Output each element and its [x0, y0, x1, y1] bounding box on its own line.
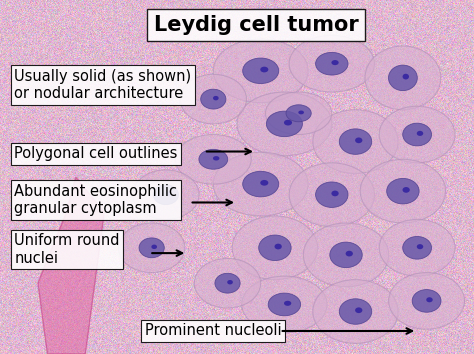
Ellipse shape: [346, 251, 353, 256]
Ellipse shape: [151, 245, 157, 249]
Ellipse shape: [355, 307, 363, 313]
Text: Uniform round
nuclei: Uniform round nuclei: [14, 233, 120, 266]
Ellipse shape: [379, 219, 455, 276]
Ellipse shape: [266, 111, 302, 137]
Ellipse shape: [213, 152, 308, 216]
Ellipse shape: [389, 273, 465, 329]
Ellipse shape: [379, 106, 455, 163]
Ellipse shape: [313, 110, 398, 173]
Ellipse shape: [180, 74, 246, 124]
Ellipse shape: [284, 301, 292, 306]
Ellipse shape: [303, 223, 389, 287]
Ellipse shape: [417, 131, 423, 136]
Ellipse shape: [289, 35, 374, 92]
Ellipse shape: [274, 244, 282, 250]
Ellipse shape: [232, 216, 318, 280]
Ellipse shape: [133, 170, 199, 219]
Ellipse shape: [139, 238, 164, 258]
Ellipse shape: [284, 120, 292, 125]
Ellipse shape: [365, 46, 441, 110]
Ellipse shape: [339, 129, 372, 154]
Ellipse shape: [165, 192, 171, 196]
Ellipse shape: [402, 74, 409, 79]
Ellipse shape: [194, 258, 261, 308]
Ellipse shape: [387, 178, 419, 204]
Ellipse shape: [412, 290, 441, 312]
Ellipse shape: [243, 58, 279, 84]
Ellipse shape: [355, 137, 363, 143]
Ellipse shape: [118, 223, 185, 273]
Ellipse shape: [213, 156, 219, 161]
Ellipse shape: [259, 235, 291, 261]
Polygon shape: [38, 177, 104, 354]
Ellipse shape: [389, 65, 417, 91]
Ellipse shape: [403, 236, 431, 259]
Ellipse shape: [243, 171, 279, 197]
Ellipse shape: [242, 276, 327, 333]
Ellipse shape: [237, 92, 332, 156]
Ellipse shape: [260, 67, 268, 72]
Ellipse shape: [316, 52, 348, 75]
Text: Abundant eosinophilic
granular cytoplasm: Abundant eosinophilic granular cytoplasm: [14, 184, 177, 216]
Ellipse shape: [175, 135, 251, 184]
Ellipse shape: [331, 60, 339, 65]
Ellipse shape: [298, 110, 304, 114]
Ellipse shape: [213, 39, 308, 103]
Ellipse shape: [289, 163, 374, 227]
Ellipse shape: [402, 187, 410, 193]
Ellipse shape: [360, 159, 446, 223]
Text: Prominent nucleoli: Prominent nucleoli: [145, 324, 281, 338]
Ellipse shape: [227, 280, 233, 285]
Ellipse shape: [265, 92, 332, 135]
Ellipse shape: [339, 299, 372, 324]
Ellipse shape: [268, 293, 301, 316]
Ellipse shape: [403, 123, 431, 146]
Ellipse shape: [260, 180, 268, 185]
Ellipse shape: [313, 280, 398, 343]
Text: Leydig cell tumor: Leydig cell tumor: [154, 15, 358, 35]
Text: Usually solid (as shown)
or nodular architecture: Usually solid (as shown) or nodular arch…: [14, 69, 191, 101]
Ellipse shape: [330, 242, 362, 268]
Ellipse shape: [331, 190, 339, 196]
Ellipse shape: [201, 89, 226, 109]
Ellipse shape: [153, 185, 179, 205]
Ellipse shape: [213, 96, 219, 101]
Ellipse shape: [426, 297, 433, 302]
Text: Polygonal cell outlines: Polygonal cell outlines: [14, 147, 178, 161]
Ellipse shape: [199, 149, 228, 169]
Ellipse shape: [215, 273, 240, 293]
Ellipse shape: [316, 182, 348, 207]
Ellipse shape: [417, 244, 423, 249]
Ellipse shape: [286, 105, 311, 122]
